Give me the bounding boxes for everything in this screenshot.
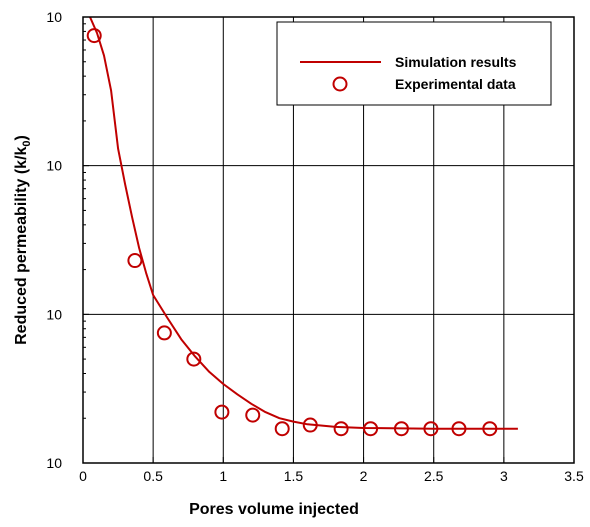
x-tick-label-7: 3.5 [564, 468, 584, 484]
x-axis-title: Pores volume injected [189, 501, 359, 518]
data-point-experimental-0 [86, 28, 102, 44]
y-tick-label-1: 10 [46, 158, 62, 174]
data-point-experimental-4 [214, 404, 230, 420]
data-point-experimental-5 [245, 407, 261, 423]
y-tick-label-2: 10 [46, 306, 62, 322]
data-point-experimental-9 [363, 421, 379, 437]
data-point-experimental-2 [156, 325, 172, 341]
legend-box [276, 21, 552, 106]
x-tick-label-1: 0.5 [143, 468, 163, 484]
y-axis-title-close: ) [13, 135, 30, 140]
x-tick-label-3: 1.5 [284, 468, 304, 484]
legend-label-experimental: Experimental data [395, 76, 516, 92]
x-tick-label-2: 1 [219, 468, 227, 484]
data-point-experimental-7 [302, 417, 318, 433]
plot-frame [82, 16, 575, 464]
data-point-experimental-10 [393, 421, 409, 437]
y-tick-labels: 10010-110-210-3 [46, 9, 62, 471]
data-point-experimental-11 [423, 421, 439, 437]
x-tick-label-6: 3 [500, 468, 508, 484]
data-point-experimental-1 [127, 253, 143, 269]
series-line-simulation [89, 16, 518, 430]
legend-label-simulation: Simulation results [395, 54, 517, 70]
data-point-experimental-8 [333, 421, 349, 437]
data-point-experimental-12 [451, 421, 467, 437]
data-point-experimental-13 [482, 421, 498, 437]
y-tick-label-3: 10 [46, 455, 62, 471]
legend-marker-swatch [332, 76, 348, 92]
y-axis-title: Reduced permeability (k/k0) [13, 135, 33, 345]
data-point-experimental-3 [186, 351, 202, 367]
y-axis-title-sub: 0 [21, 140, 33, 146]
legend: Simulation results Experimental data [276, 21, 552, 106]
series-marks [86, 16, 518, 437]
x-tick-label-5: 2.5 [424, 468, 444, 484]
x-tick-labels: 0 0.5 1 1.5 2 2.5 3 3.5 [79, 468, 584, 484]
x-tick-label-0: 0 [79, 468, 87, 484]
y-tick-label-0: 10 [46, 9, 62, 25]
data-point-experimental-6 [274, 421, 290, 437]
y-axis-title-main: Reduced permeability (k/k [13, 146, 30, 344]
x-tick-label-4: 2 [360, 468, 368, 484]
